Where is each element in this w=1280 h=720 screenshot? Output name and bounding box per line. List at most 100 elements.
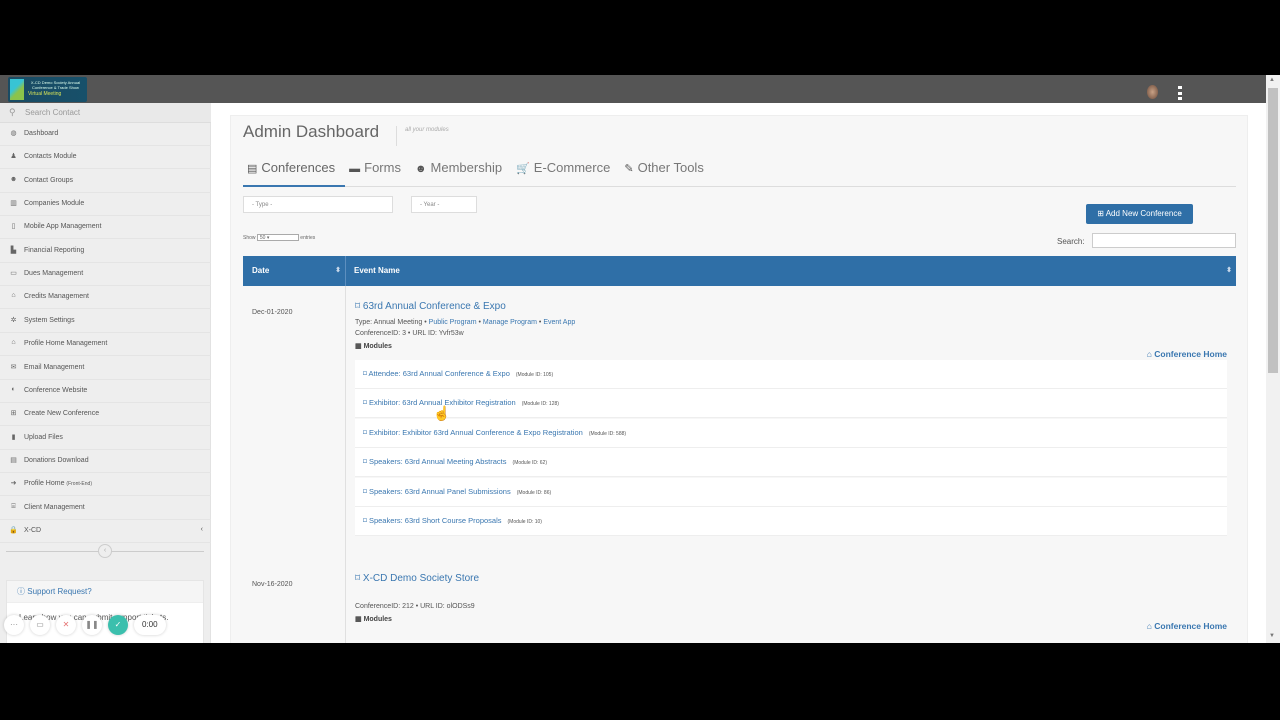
home-icon: ⌂ <box>1146 349 1155 359</box>
module-item[interactable]: ⌑ Speakers: 63rd Annual Panel Submission… <box>355 477 1227 507</box>
camera-icon[interactable]: ▭ <box>30 615 50 635</box>
plus-square-icon: ⊞ <box>10 410 17 418</box>
users-icon: ☻ <box>414 163 427 175</box>
sidebar-item-conference-website[interactable]: ◐ Conference Website <box>0 380 211 403</box>
event-ids: ConferenceID: 3 • URL ID: Yvfr53w <box>355 330 464 337</box>
close-icon[interactable]: ✕ <box>56 615 76 635</box>
event-date: Nov-16-2020 <box>252 581 293 588</box>
search-contact-input[interactable]: ⚲ Search Contact <box>0 103 211 123</box>
mobile-icon: ▯ <box>11 223 16 231</box>
check-icon[interactable]: ✓ <box>108 615 128 635</box>
sidebar-item-system-settings[interactable]: ✲ System Settings <box>0 310 211 333</box>
add-new-conference-button[interactable]: ⊞ Add New Conference <box>1086 204 1193 224</box>
sidebar-item-upload-files[interactable]: ▮ Upload Files <box>0 427 211 450</box>
sidebar-item-credits-management[interactable]: ⌂ Credits Management <box>0 286 211 310</box>
sidebar-item-label: Upload Files <box>24 433 63 441</box>
scrollbar[interactable]: ▲ ▼ <box>1266 75 1280 643</box>
event-app-link[interactable]: Event App <box>543 319 576 326</box>
avatar[interactable] <box>1147 85 1158 99</box>
app-window: X-CD Demo Society Annual Conference & Tr… <box>0 75 1280 643</box>
entries-select[interactable]: 50 ▾ <box>256 234 299 241</box>
logo[interactable]: X-CD Demo Society Annual Conference & Tr… <box>8 77 87 102</box>
tab-conferences[interactable]: ▤ Conferences <box>243 160 346 187</box>
tab-label: E-Commerce <box>533 160 611 175</box>
column-date[interactable]: Date ⬍ <box>243 256 346 286</box>
module-id: (Module ID: 588) <box>588 430 627 437</box>
module-link[interactable]: Exhibitor: 63rd Annual Exhibitor Registr… <box>368 398 516 408</box>
sidebar-item-profile-home[interactable]: ➜ Profile Home (Front-End) <box>0 473 211 497</box>
module-link[interactable]: Exhibitor: Exhibitor 63rd Annual Confere… <box>368 427 583 437</box>
table-search-input[interactable] <box>1092 233 1236 248</box>
entries-label: entries <box>300 234 316 241</box>
module-item[interactable]: ⌑ Attendee: 63rd Annual Conference & Exp… <box>355 360 1227 389</box>
sidebar-item-companies-module[interactable]: ▥ Companies Module <box>0 193 211 217</box>
module-item[interactable]: ⌑ Exhibitor: Exhibitor 63rd Annual Confe… <box>355 418 1227 448</box>
module-link[interactable]: Speakers: 63rd Annual Meeting Abstracts <box>368 457 507 467</box>
users-icon: ☻ <box>9 175 18 183</box>
modules-label: Modules <box>363 343 392 350</box>
manage-program-link[interactable]: Manage Program <box>482 319 537 326</box>
chevron-left-icon[interactable]: ‹ <box>200 525 203 533</box>
tab-e-commerce[interactable]: 🛒 E-Commerce <box>512 160 620 187</box>
bookmark-icon: ⌑ <box>355 301 363 312</box>
sidebar: ⚲ Search Contact ◍ Dashboard ♟ Contacts Modu… <box>0 103 211 643</box>
sidebar-item-label: Financial Reporting <box>24 246 85 254</box>
event-row: ⌑ X-CD Demo Society Store ConferenceID: … <box>355 573 1227 631</box>
year-filter[interactable]: - Year - <box>411 196 477 213</box>
sidebar-item-donations-download[interactable]: ▤ Donations Download <box>0 450 211 473</box>
module-link[interactable]: Speakers: 63rd Short Course Proposals <box>368 516 502 525</box>
building-icon: ▥ <box>10 200 17 208</box>
pause-icon[interactable]: ❚❚ <box>82 615 102 635</box>
file-text-icon: ▤ <box>10 456 17 464</box>
sidebar-item-create-new-conference[interactable]: ⊞ Create New Conference <box>0 403 211 427</box>
sidebar-item-dashboard[interactable]: ◍ Dashboard <box>0 123 211 146</box>
module-link[interactable]: Speakers: 63rd Annual Panel Submissions <box>368 486 511 496</box>
sort-icon: ⬍ <box>1226 267 1232 274</box>
sidebar-item-mobile-app-management[interactable]: ▯ Mobile App Management <box>0 216 211 240</box>
sidebar-item-label: Contact Groups <box>24 176 74 184</box>
sidebar-item-financial-reporting[interactable]: ▙ Financial Reporting <box>0 240 211 263</box>
sidebar-item-profile-home-management[interactable]: ⌂ Profile Home Management <box>0 333 211 357</box>
sidebar-item-contact-groups[interactable]: ☻ Contact Groups <box>0 170 211 193</box>
page-title: Admin Dashboard <box>243 122 380 141</box>
module-item[interactable]: ⌑ Speakers: 63rd Short Course Proposals (… <box>355 507 1227 536</box>
type-filter[interactable]: - Type - <box>243 196 393 213</box>
column-event-name[interactable]: Event Name ⬍ <box>346 256 1236 286</box>
show-label: Show <box>243 234 256 241</box>
module-item[interactable]: ⌑ Exhibitor: 63rd Annual Exhibitor Regis… <box>355 389 1227 419</box>
sidebar-item-label: Create New Conference <box>24 410 100 418</box>
event-title-link[interactable]: ⌑ 63rd Annual Conference & Expo <box>355 301 1227 312</box>
tab-membership[interactable]: ☻ Membership <box>411 160 512 187</box>
page-subtitle: all your modules <box>396 126 449 146</box>
event-row: ⌑ 63rd Annual Conference & Expo Type: An… <box>355 301 1227 536</box>
plus-icon: ⊞ <box>1097 209 1106 218</box>
event-type: Type: Annual Meeting <box>355 319 423 326</box>
sidebar-item-contacts-module[interactable]: ♟ Contacts Module <box>0 146 211 170</box>
tab-other-tools[interactable]: ✎ Other Tools <box>620 160 713 187</box>
home-icon: ⌂ <box>1146 621 1155 631</box>
collapse-sidebar-button[interactable]: ‹ <box>98 544 112 558</box>
sidebar-item-client-management[interactable]: ⌸ Client Management <box>0 497 211 520</box>
recorder-time: 0:00 <box>134 615 166 635</box>
more-menu-icon[interactable] <box>1178 86 1182 100</box>
public-program-link[interactable]: Public Program <box>428 319 477 326</box>
event-title-link[interactable]: ⌑ X-CD Demo Society Store <box>355 573 1227 584</box>
conference-home-link[interactable]: ⌂ Conference Home <box>1147 621 1227 631</box>
support-title[interactable]: Support Request? <box>27 587 92 596</box>
main-panel: Admin Dashboard all your modules ▤ Confer… <box>230 115 1248 643</box>
bookmark-icon: ⌑ <box>363 457 369 467</box>
sidebar-item-label: Dashboard <box>24 130 59 137</box>
bank-icon: ⌸ <box>11 502 16 510</box>
sidebar-item-dues-management[interactable]: ▭ Dues Management <box>0 263 211 287</box>
grid-icon: ▦ <box>355 616 364 623</box>
tab-forms[interactable]: ▬ Forms <box>345 160 411 187</box>
sidebar-item-email-management[interactable]: ✉ Email Management <box>0 357 211 380</box>
sidebar-item-label: Contacts Module <box>24 153 77 161</box>
module-item[interactable]: ⌑ Speakers: 63rd Annual Meeting Abstract… <box>355 448 1227 478</box>
envelope-icon: ✉ <box>10 363 17 371</box>
modules-label: Modules <box>363 616 392 623</box>
sidebar-item-x-cd[interactable]: 🔒 X-CD ‹ <box>0 520 211 543</box>
module-link[interactable]: Attendee: 63rd Annual Conference & Expo <box>368 369 510 378</box>
more-icon[interactable]: ··· <box>4 615 24 635</box>
conference-home-link[interactable]: ⌂ Conference Home <box>1147 349 1227 359</box>
